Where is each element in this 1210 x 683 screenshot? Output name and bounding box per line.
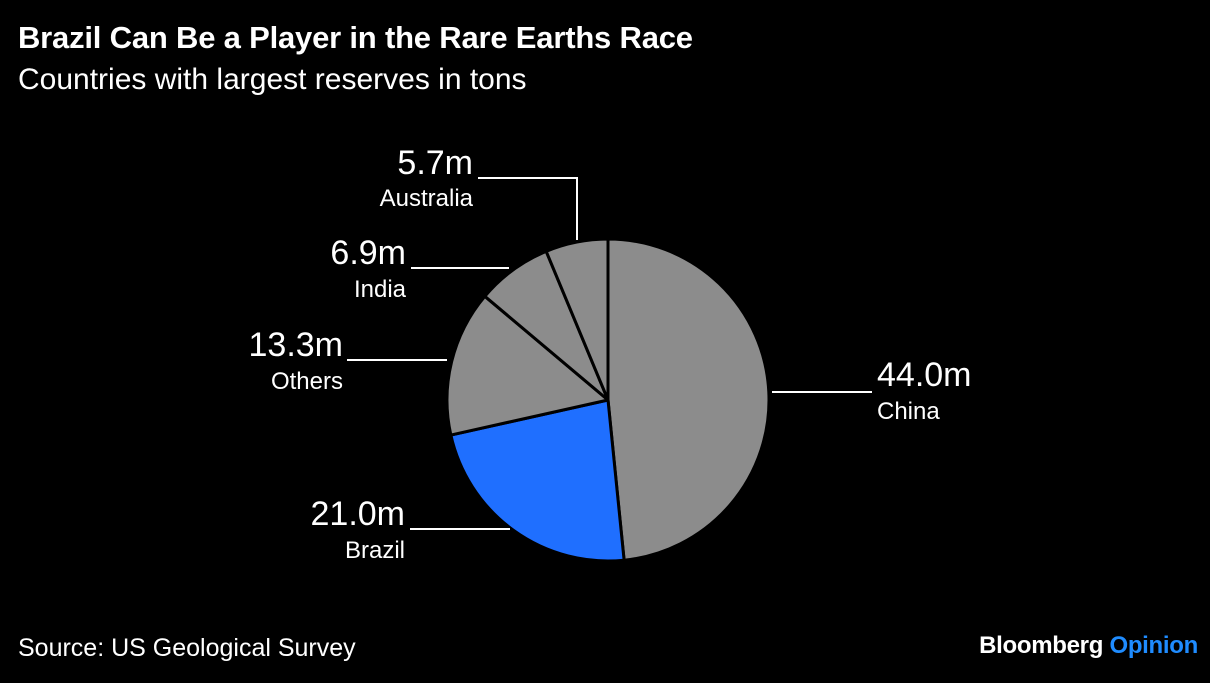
category-label-china: China — [877, 398, 940, 425]
category-label-others: Others — [271, 368, 343, 395]
pie-slices — [445, 237, 771, 563]
leader-lines — [347, 177, 872, 530]
value-label-others: 13.3m — [249, 326, 344, 364]
slice-labels: 44.0m China 21.0m Brazil 13.3m Others 6.9m Indi… — [249, 144, 972, 564]
leader-line-australia — [478, 177, 578, 240]
category-label-australia: Australia — [380, 185, 474, 212]
value-label-brazil: 21.0m — [311, 495, 406, 533]
pie-slice-australia — [544, 237, 610, 402]
category-label-india: India — [354, 276, 407, 303]
chart-title: Brazil Can Be a Player in the Rare Earth… — [18, 20, 693, 55]
pie-slice-china — [606, 237, 771, 562]
value-label-china: 44.0m — [877, 356, 972, 394]
chart-subtitle: Countries with largest reserves in tons — [18, 63, 527, 96]
category-label-brazil: Brazil — [345, 537, 405, 564]
pie-slice-others — [445, 294, 610, 437]
brand-logo: Bloomberg Opinion — [979, 632, 1198, 660]
source-note: Source: US Geological Survey — [18, 634, 356, 662]
brand-main: Bloomberg — [979, 632, 1104, 659]
brand-accent: Opinion — [1109, 632, 1198, 659]
value-label-australia: 5.7m — [397, 144, 473, 182]
value-label-india: 6.9m — [330, 234, 406, 272]
pie-slice-brazil — [449, 398, 626, 563]
